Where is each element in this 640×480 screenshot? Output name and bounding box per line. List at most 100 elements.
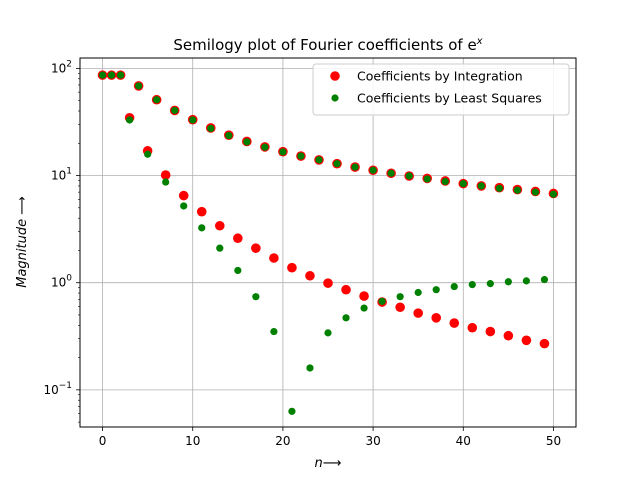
legend-label-least-squares: Coefficients by Least Squares: [357, 91, 542, 106]
point-least-squares: [531, 188, 540, 196]
point-least-squares: [216, 244, 224, 252]
point-least-squares: [486, 280, 494, 288]
y-tick-label: 101: [51, 167, 72, 183]
point-integration: [160, 170, 171, 180]
point-least-squares: [405, 172, 413, 180]
data-points: [97, 70, 559, 415]
point-least-squares: [189, 116, 197, 124]
y-tick-exponent: 1: [66, 167, 72, 177]
point-least-squares: [369, 166, 377, 174]
point-least-squares: [540, 275, 549, 284]
point-least-squares: [306, 364, 314, 372]
point-integration: [413, 308, 423, 318]
point-least-squares: [171, 106, 179, 115]
point-integration: [305, 270, 315, 281]
point-integration: [395, 302, 405, 313]
y-tick-base: 10: [51, 276, 66, 290]
x-tick-label: 40: [456, 434, 471, 448]
legend-marker-integration: [330, 71, 340, 81]
point-least-squares: [234, 266, 242, 275]
point-least-squares: [360, 304, 368, 312]
point-least-squares: [243, 138, 251, 146]
point-integration: [323, 278, 333, 288]
point-integration: [449, 318, 460, 328]
point-least-squares: [504, 278, 512, 286]
x-tick-label: 20: [275, 434, 290, 448]
plot-frame: [79, 57, 577, 428]
point-integration: [521, 335, 532, 346]
point-integration: [251, 243, 261, 253]
point-integration: [269, 253, 279, 263]
point-least-squares: [297, 152, 305, 160]
point-least-squares: [396, 293, 404, 301]
point-least-squares: [116, 71, 125, 79]
point-least-squares: [98, 71, 107, 79]
point-least-squares: [288, 407, 296, 415]
point-least-squares: [423, 175, 431, 183]
point-least-squares: [107, 71, 116, 79]
x-tick-label: 50: [546, 434, 561, 448]
x-tick-label: 0: [99, 434, 107, 448]
point-least-squares: [153, 96, 161, 104]
point-least-squares: [450, 282, 458, 291]
chart-title: Semilogy plot of Fourier coefficients of…: [173, 36, 482, 54]
point-integration: [431, 313, 442, 323]
point-least-squares: [315, 156, 323, 164]
point-least-squares: [351, 163, 359, 171]
y-tick-base: 10: [43, 383, 58, 397]
legend: Coefficients by Integration Coefficients…: [312, 63, 570, 116]
y-tick-exponent: 0: [66, 274, 72, 284]
point-integration: [178, 190, 189, 201]
y-tick-label: 10−1: [43, 381, 72, 397]
point-least-squares: [198, 224, 206, 232]
point-least-squares: [414, 288, 422, 297]
x-axis-label: n⟶: [315, 456, 342, 471]
point-least-squares: [270, 327, 278, 336]
point-least-squares: [549, 190, 558, 198]
point-least-squares: [441, 177, 449, 186]
point-least-squares: [432, 286, 440, 294]
point-least-squares: [342, 314, 350, 322]
point-integration: [467, 322, 478, 333]
y-tick-exponent: −1: [59, 381, 72, 391]
point-integration: [503, 330, 514, 341]
y-tick-exponent: 2: [66, 59, 72, 69]
y-tick-base: 10: [51, 61, 66, 75]
point-least-squares: [180, 202, 188, 210]
point-integration: [359, 291, 369, 301]
point-least-squares: [477, 182, 485, 190]
y-tick-base: 10: [51, 169, 66, 183]
y-tick-label: 100: [51, 274, 72, 290]
x-tick-label: 30: [365, 434, 380, 448]
point-least-squares: [468, 280, 476, 289]
point-least-squares: [162, 178, 170, 186]
point-least-squares: [135, 82, 143, 90]
point-least-squares: [126, 116, 134, 124]
point-integration: [539, 338, 550, 349]
point-least-squares: [225, 131, 233, 140]
point-least-squares: [459, 180, 467, 188]
point-least-squares: [495, 184, 503, 192]
legend-label-integration: Coefficients by Integration: [357, 69, 523, 84]
legend-marker-least-squares: [331, 94, 339, 102]
point-least-squares: [324, 329, 332, 337]
point-integration: [341, 284, 351, 295]
x-tick-label: 10: [185, 434, 200, 448]
point-least-squares: [513, 186, 521, 194]
y-axis-label: Magnitude⟶: [15, 196, 30, 288]
point-integration: [196, 206, 207, 217]
point-least-squares: [279, 148, 287, 156]
point-least-squares: [378, 297, 386, 305]
point-integration: [214, 220, 225, 231]
point-integration: [485, 326, 496, 337]
point-least-squares: [333, 160, 341, 168]
point-least-squares: [252, 293, 260, 301]
legend-box: [312, 63, 570, 116]
point-least-squares: [144, 150, 152, 158]
point-least-squares: [387, 169, 395, 177]
y-tick-label: 102: [51, 59, 72, 75]
point-least-squares: [261, 143, 269, 151]
point-least-squares: [522, 277, 531, 285]
